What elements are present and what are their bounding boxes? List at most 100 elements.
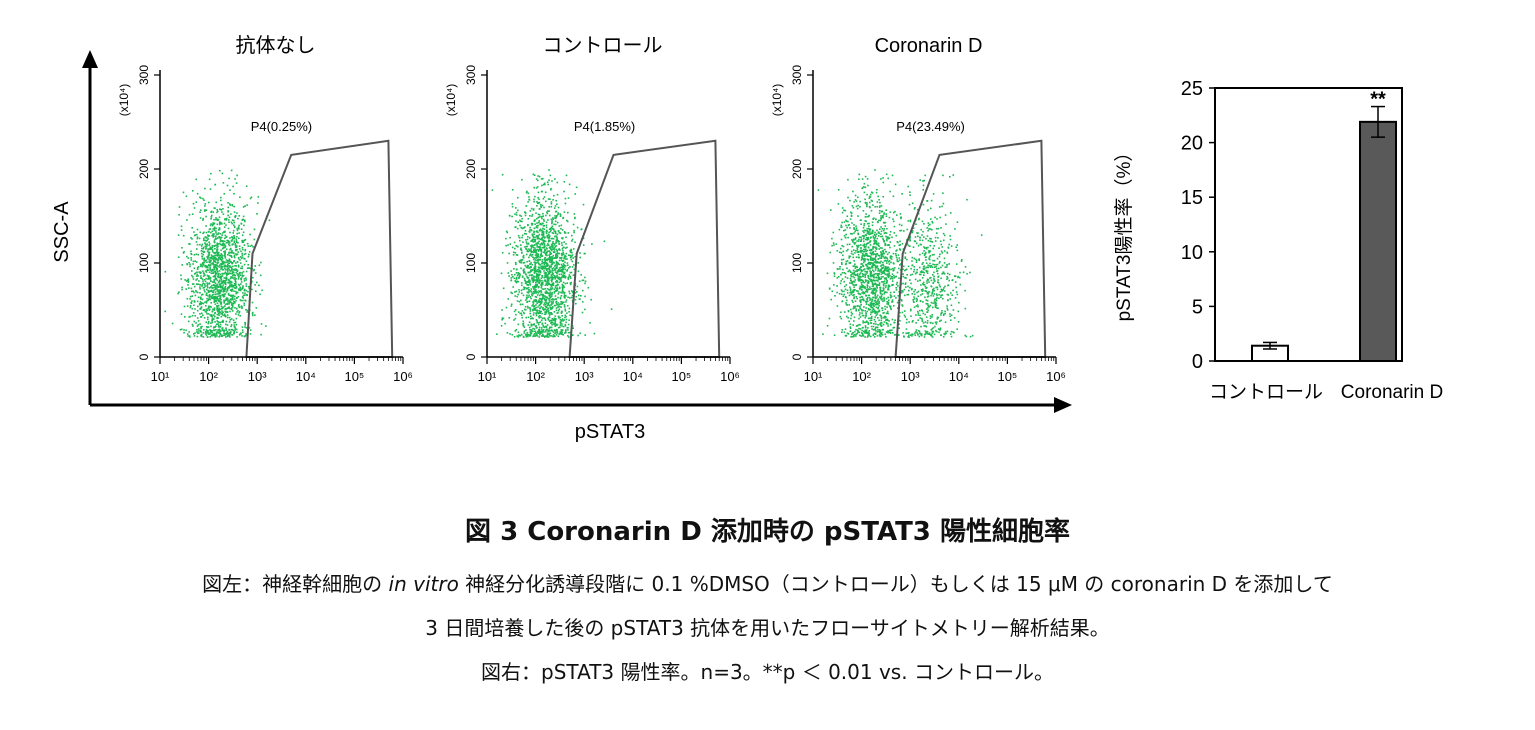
scatter-point	[544, 191, 547, 194]
scatter-point	[882, 285, 885, 287]
scatter-point	[206, 244, 208, 247]
scatter-point	[218, 221, 221, 223]
scatter-point	[561, 254, 563, 257]
scatter-point	[239, 196, 241, 198]
scatter-point	[203, 231, 205, 234]
scatter-point	[249, 333, 252, 335]
scatter-point	[542, 212, 544, 215]
scatter-point	[546, 234, 549, 237]
scatter-point	[216, 257, 218, 260]
scatter-point	[566, 258, 568, 260]
scatter-point	[853, 333, 856, 336]
scatter-point	[566, 246, 568, 249]
scatter-point	[876, 279, 879, 282]
scatter-point	[880, 319, 883, 322]
scatter-point	[570, 271, 573, 274]
scatter-point	[531, 233, 534, 235]
scatter-point	[548, 231, 550, 234]
scatter-point	[203, 258, 205, 261]
scatter-point	[207, 269, 210, 271]
scatter-point	[861, 254, 864, 257]
y-tick-label: 100	[464, 253, 478, 273]
scatter-point	[224, 250, 227, 252]
scatter-point	[873, 233, 876, 236]
scatter-point	[212, 235, 215, 238]
scatter-point	[870, 317, 873, 319]
scatter-point	[222, 261, 224, 263]
scatter-point	[564, 325, 567, 327]
scatter-point	[209, 336, 211, 338]
scatter-point	[501, 318, 503, 321]
scatter-point	[539, 270, 541, 272]
scatter-point	[230, 294, 232, 297]
scatter-point	[541, 327, 543, 329]
scatter-point	[886, 266, 889, 268]
scatter-point	[203, 273, 205, 275]
scatter-point	[210, 290, 212, 293]
scatter-point	[198, 271, 200, 273]
scatter-point	[584, 276, 586, 279]
scatter-point	[553, 223, 555, 226]
scatter-point	[234, 274, 237, 277]
scatter-point	[216, 244, 218, 247]
scatter-point	[533, 231, 535, 234]
scatter-point	[208, 248, 211, 250]
scatter-point	[245, 260, 248, 262]
scatter-point	[864, 310, 866, 312]
scatter-point	[869, 286, 871, 288]
scatter-point	[873, 309, 876, 312]
scatter-point	[554, 304, 557, 307]
scatter-point	[544, 303, 547, 306]
scatter-point	[560, 263, 563, 266]
scatter-point	[248, 327, 251, 329]
scatter-point	[238, 276, 240, 278]
scatter-point	[233, 240, 236, 242]
scatter-point	[533, 220, 536, 223]
scatter-point	[220, 282, 222, 285]
scatter-point	[538, 316, 541, 319]
scatter-point	[563, 306, 566, 308]
scatter-point	[841, 331, 843, 333]
scatter-point	[531, 279, 534, 281]
scatter-point	[186, 333, 189, 335]
scatter-point	[222, 213, 225, 215]
scatter-point	[826, 272, 829, 275]
scatter-point	[200, 275, 202, 277]
scatter-point	[514, 247, 516, 250]
scatter-point	[875, 241, 878, 243]
scatter-point	[866, 227, 868, 230]
scatter-point	[236, 229, 239, 232]
scatter-point	[527, 271, 529, 274]
scatter-point	[516, 335, 518, 337]
scatter-point	[882, 261, 884, 264]
scatter-point	[551, 278, 554, 280]
scatter-point	[233, 300, 235, 303]
scatter-point	[850, 250, 853, 253]
scatter-point	[245, 277, 247, 279]
scatter-point	[521, 310, 524, 312]
scatter-point	[544, 259, 547, 262]
scatter-point	[536, 276, 538, 279]
panel-title: 抗体なし	[236, 34, 316, 57]
scatter-point	[538, 268, 540, 270]
scatter-point	[549, 230, 552, 233]
scatter-point	[224, 314, 227, 317]
scatter-point	[245, 334, 247, 337]
scatter-point	[197, 330, 200, 332]
scatter-point	[543, 288, 545, 290]
scatter-point	[208, 178, 211, 181]
scatter-point	[542, 232, 544, 234]
scatter-point	[239, 256, 242, 258]
scatter-point	[854, 330, 856, 333]
scatter-point	[886, 301, 888, 303]
scatter-point	[228, 243, 230, 246]
scatter-point	[869, 244, 872, 246]
scatter-point	[561, 286, 564, 289]
scatter-point	[843, 280, 845, 283]
scatter-point	[234, 265, 236, 267]
scatter-point	[885, 318, 888, 321]
scatter-point	[862, 226, 865, 229]
scatter-point	[230, 328, 232, 331]
scatter-point	[247, 256, 250, 258]
scatter-point	[536, 235, 538, 238]
